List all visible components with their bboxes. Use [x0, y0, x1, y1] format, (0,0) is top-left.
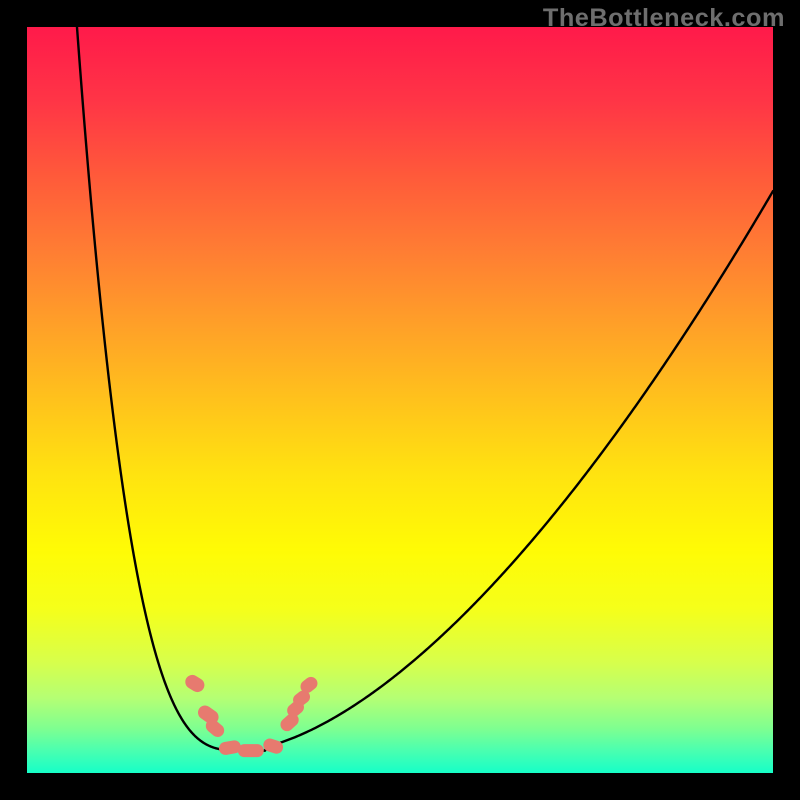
- watermark-label: TheBottleneck.com: [543, 4, 785, 33]
- plot-gradient-background: [27, 27, 773, 773]
- chart-stage: TheBottleneck.com: [0, 0, 800, 800]
